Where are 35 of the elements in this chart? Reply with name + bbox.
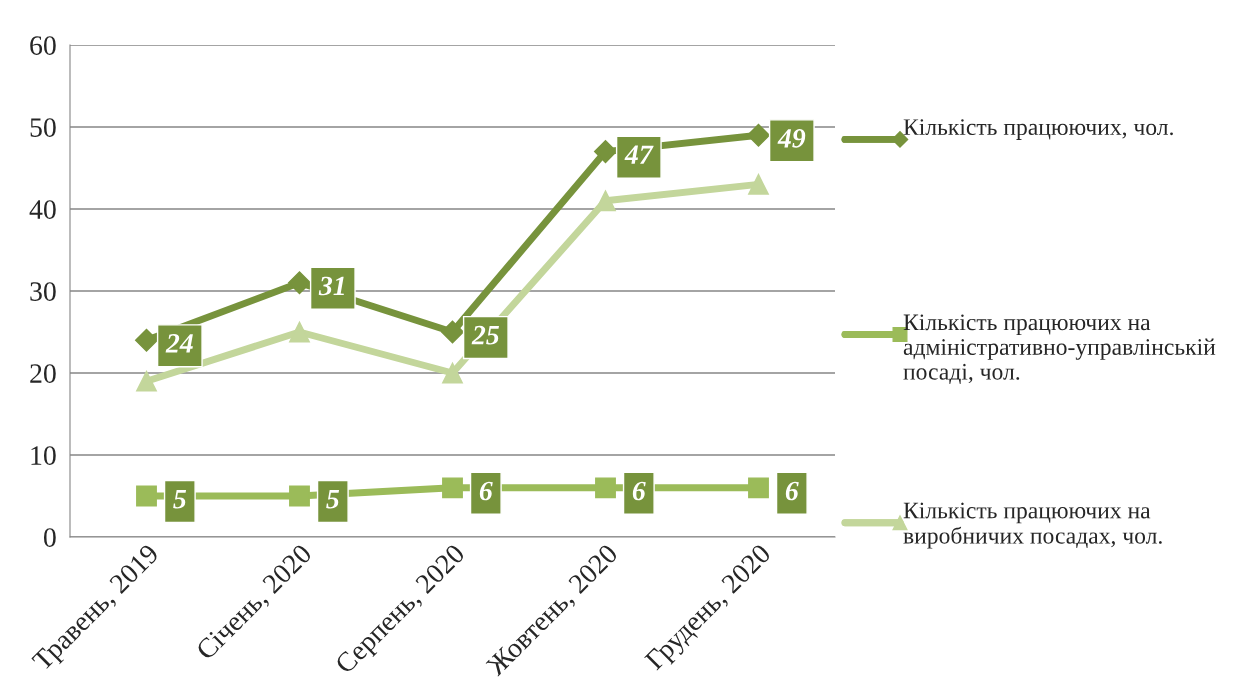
data-label: 25 (471, 325, 499, 345)
y-tick-label: 40 (29, 200, 56, 219)
point (747, 123, 770, 147)
data-label: 6 (785, 481, 799, 501)
y-tick-label: 30 (30, 282, 56, 301)
y-tick-label: 50 (30, 118, 56, 137)
point (442, 362, 463, 384)
point (289, 321, 310, 343)
y-tick-label: 0 (43, 528, 56, 547)
point (595, 190, 616, 212)
point (136, 485, 157, 507)
point (748, 477, 769, 499)
y-tick-label: 20 (30, 364, 56, 383)
point (594, 140, 617, 164)
point (135, 328, 158, 352)
data-label: 6 (479, 481, 493, 501)
point (288, 271, 311, 295)
point (289, 485, 310, 507)
point (748, 173, 769, 195)
data-label: 31 (318, 276, 344, 296)
y-tick-label: 60 (30, 36, 56, 55)
legend-label: Кількість працюючих на адміністративно-управлінській посаді, чол. (903, 314, 1216, 385)
data-label: 6 (632, 481, 646, 501)
data-label: 5 (173, 490, 187, 509)
y-tick-label: 10 (31, 446, 56, 465)
point (441, 320, 464, 344)
point (442, 477, 463, 499)
data-label: 47 (624, 145, 654, 164)
point (136, 370, 157, 392)
data-label: 24 (165, 334, 193, 353)
legend-label: Кількість працюючих, чол. (903, 119, 1173, 140)
point (595, 477, 616, 499)
data-label: 5 (326, 490, 340, 509)
data-label: 49 (777, 129, 806, 148)
legend-label: Кількість працюючих на виробничих посадах, чол. (903, 502, 1162, 549)
